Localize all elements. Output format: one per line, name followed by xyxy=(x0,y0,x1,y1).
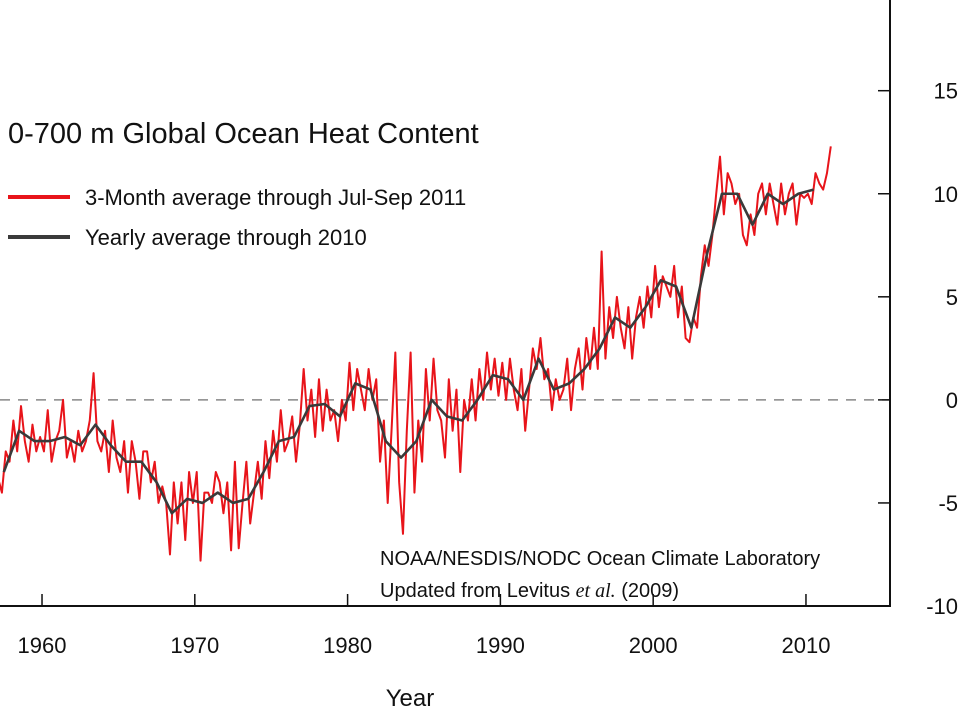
x-tick-label: 2010 xyxy=(781,633,830,658)
x-tick-label: 1980 xyxy=(323,633,372,658)
source-text: Updated from Levitus xyxy=(380,580,570,602)
y-tick-label: 15 xyxy=(934,79,958,104)
x-axis-label: Year xyxy=(386,685,435,712)
x-tick-label: 1960 xyxy=(18,633,67,658)
y-tick-label: -10 xyxy=(926,594,958,619)
y-tick-label: 0 xyxy=(946,388,958,413)
source-italic: et al. xyxy=(576,580,616,602)
source-line: NOAA/NESDIS/NODC Ocean Climate Laborator… xyxy=(380,548,820,570)
y-tick-label: 5 xyxy=(946,285,958,310)
data-line xyxy=(2,188,814,515)
x-tick-label: 1990 xyxy=(476,633,525,658)
chart-title: 0-700 m Global Ocean Heat Content xyxy=(8,118,479,150)
source-text: (2009) xyxy=(621,580,679,602)
x-tick-label: 2000 xyxy=(629,633,678,658)
legend-label: Yearly average through 2010 xyxy=(85,225,367,250)
plot-area xyxy=(0,146,890,562)
source-line: Updated from Levitus et al. (2009) xyxy=(380,580,679,602)
legend-label: 3-Month average through Jul-Sep 2011 xyxy=(85,185,466,210)
x-tick-label: 1970 xyxy=(170,633,219,658)
y-tick-label: -5 xyxy=(938,491,958,516)
y-tick-label: 10 xyxy=(934,182,958,207)
